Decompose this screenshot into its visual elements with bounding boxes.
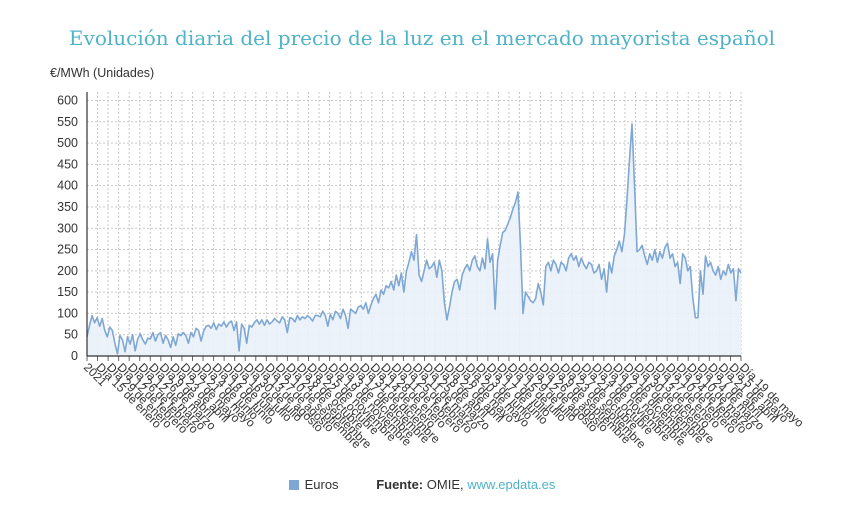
y-tick-label: 250: [57, 243, 78, 257]
label-layer: 050100150200250300350400450500550600Día …: [57, 94, 807, 452]
y-tick-label: 600: [57, 94, 78, 108]
source-link[interactable]: www.epdata.es: [467, 477, 556, 492]
source-label: Fuente:: [376, 477, 424, 492]
source-text: OMIE,: [426, 477, 464, 492]
series-line: [86, 123, 742, 355]
y-tick-label: 500: [57, 136, 78, 150]
series-area: [87, 123, 741, 356]
y-tick-label: 100: [57, 306, 78, 320]
y-tick-label: 150: [57, 285, 78, 299]
y-tick-label: 350: [57, 200, 78, 214]
series-layer: [86, 123, 742, 356]
y-tick-label: 300: [57, 221, 78, 235]
y-tick-label: 0: [71, 349, 78, 363]
y-tick-label: 400: [57, 179, 78, 193]
chart-footer: Euros Fuente: OMIE, www.epdata.es: [0, 477, 844, 492]
chart-title: Evolución diaria del precio de la luz en…: [68, 26, 776, 50]
axis-layer: [86, 92, 742, 361]
y-tick-label: 200: [57, 264, 78, 278]
y-tick-label: 550: [57, 115, 78, 129]
y-axis-unit-label: €/MWh (Unidades): [50, 66, 155, 80]
y-tick-label: 450: [57, 157, 78, 171]
legend-swatch: [288, 480, 299, 490]
y-tick-label: 50: [64, 328, 78, 342]
legend-series-label: Euros: [304, 477, 339, 492]
